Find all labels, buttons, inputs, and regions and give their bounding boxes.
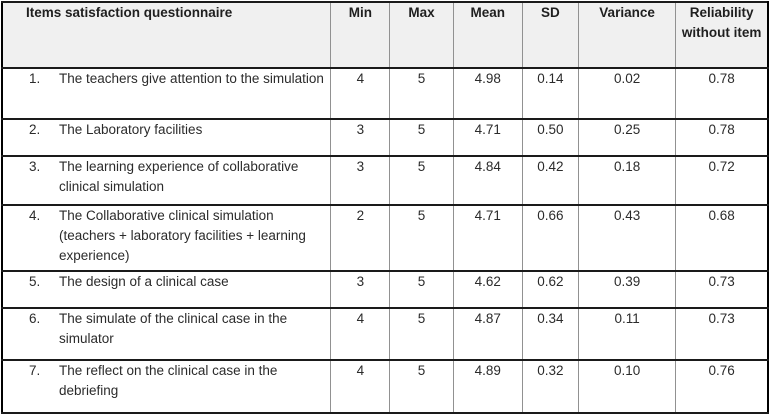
item-text: The simulate of the clinical case in the… (59, 311, 288, 346)
reliability-value: 0.73 (675, 270, 770, 309)
max-value: 5 (389, 67, 454, 120)
variance-value: 0.10 (577, 359, 677, 414)
item-text: The Collaborative clinical simulation (t… (59, 208, 306, 263)
reliability-value: 0.72 (675, 155, 770, 206)
variance-value: 0.02 (577, 67, 677, 120)
item-cell: 1. The teachers give attention to the si… (1, 67, 332, 120)
item-number: 1. (29, 71, 41, 86)
table-header-row: Items satisfaction questionnaire Min Max… (1, 1, 770, 69)
table-row: 5. The design of a clinical case 3 5 4.6… (1, 270, 770, 309)
item-cell: 6. The simulate of the clinical case in … (1, 307, 332, 361)
item-text: The teachers give attention to the simul… (59, 71, 324, 86)
item-text: The learning experience of collaborative… (59, 159, 299, 194)
mean-value: 4.84 (452, 155, 523, 206)
item-number: 7. (29, 363, 41, 378)
col-header-sd: SD (521, 1, 579, 69)
reliability-value: 0.68 (675, 204, 770, 272)
variance-value: 0.18 (577, 155, 677, 206)
item-number: 6. (29, 311, 41, 326)
sd-value: 0.14 (521, 67, 579, 120)
item-text: The Laboratory facilities (59, 122, 203, 137)
min-value: 4 (330, 67, 391, 120)
item-number: 5. (29, 274, 41, 289)
mean-value: 4.71 (452, 118, 523, 157)
min-value: 3 (330, 155, 391, 206)
min-value: 4 (330, 359, 391, 414)
table-row: 2. The Laboratory facilities 3 5 4.71 0.… (1, 118, 770, 157)
item-cell: 4. The Collaborative clinical simulation… (1, 204, 332, 272)
mean-value: 4.71 (452, 204, 523, 272)
col-header-items: Items satisfaction questionnaire (1, 1, 332, 69)
table-row: 4. The Collaborative clinical simulation… (1, 204, 770, 272)
table-row: 1. The teachers give attention to the si… (1, 67, 770, 120)
col-header-variance: Variance (577, 1, 677, 69)
item-text: The design of a clinical case (59, 274, 229, 289)
sd-value: 0.62 (521, 270, 579, 309)
item-number: 4. (29, 208, 41, 223)
sd-value: 0.42 (521, 155, 579, 206)
min-value: 4 (330, 307, 391, 361)
variance-value: 0.25 (577, 118, 677, 157)
mean-value: 4.98 (452, 67, 523, 120)
table-row: 3. The learning experience of collaborat… (1, 155, 770, 206)
reliability-value: 0.73 (675, 307, 770, 361)
col-header-mean: Mean (452, 1, 523, 69)
min-value: 2 (330, 204, 391, 272)
mean-value: 4.62 (452, 270, 523, 309)
min-value: 3 (330, 118, 391, 157)
item-number: 3. (29, 159, 41, 174)
variance-value: 0.43 (577, 204, 677, 272)
sd-value: 0.50 (521, 118, 579, 157)
item-cell: 7. The reflect on the clinical case in t… (1, 359, 332, 414)
reliability-value: 0.78 (675, 118, 770, 157)
min-value: 3 (330, 270, 391, 309)
col-header-reliability: Reliability without item (675, 1, 770, 69)
reliability-value: 0.78 (675, 67, 770, 120)
max-value: 5 (389, 307, 454, 361)
sd-value: 0.66 (521, 204, 579, 272)
table-row: 6. The simulate of the clinical case in … (1, 307, 770, 361)
col-header-max: Max (389, 1, 454, 69)
col-header-min: Min (330, 1, 391, 69)
table-row: 7. The reflect on the clinical case in t… (1, 359, 770, 414)
item-cell: 3. The learning experience of collaborat… (1, 155, 332, 206)
variance-value: 0.39 (577, 270, 677, 309)
max-value: 5 (389, 204, 454, 272)
item-number: 2. (29, 122, 41, 137)
item-cell: 2. The Laboratory facilities (1, 118, 332, 157)
item-cell: 5. The design of a clinical case (1, 270, 332, 309)
max-value: 5 (389, 118, 454, 157)
max-value: 5 (389, 359, 454, 414)
reliability-value: 0.76 (675, 359, 770, 414)
max-value: 5 (389, 155, 454, 206)
max-value: 5 (389, 270, 454, 309)
mean-value: 4.89 (452, 359, 523, 414)
mean-value: 4.87 (452, 307, 523, 361)
sd-value: 0.34 (521, 307, 579, 361)
sd-value: 0.32 (521, 359, 579, 414)
item-text: The reflect on the clinical case in the … (59, 363, 278, 398)
variance-value: 0.11 (577, 307, 677, 361)
